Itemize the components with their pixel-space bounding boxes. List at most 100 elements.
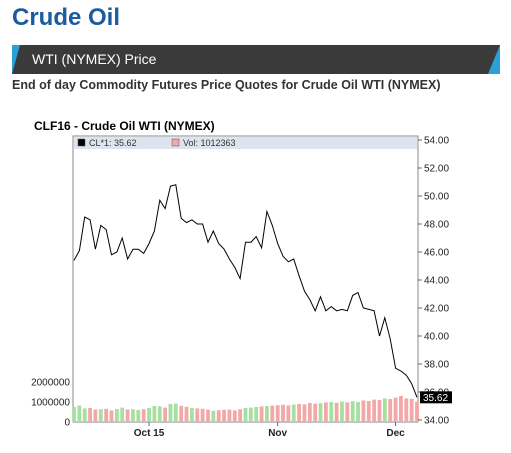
volume-bar bbox=[404, 398, 409, 422]
legend-swatch bbox=[171, 138, 180, 147]
volume-bar bbox=[98, 409, 103, 422]
volume-bar bbox=[302, 404, 307, 422]
price-tick-label: 48.00 bbox=[424, 220, 449, 231]
volume-bar bbox=[286, 405, 291, 422]
volume-bar bbox=[141, 409, 146, 422]
volume-bar bbox=[206, 409, 210, 422]
time-tick-label: Nov bbox=[268, 428, 287, 439]
time-tick-label: Oct 15 bbox=[134, 428, 165, 439]
time-axis: Oct 15 Nov Dec bbox=[134, 422, 405, 439]
volume-bar bbox=[82, 408, 87, 422]
volume-bar bbox=[361, 400, 366, 422]
volume-bar bbox=[114, 409, 119, 422]
price-tick-label: 44.00 bbox=[424, 276, 449, 287]
volume-tick-label: 1000000 bbox=[31, 398, 70, 409]
volume-axis: 2000000 1000000 0 bbox=[31, 378, 70, 429]
volume-bar bbox=[259, 406, 264, 422]
volume-bar bbox=[318, 403, 323, 422]
volume-bar bbox=[248, 407, 253, 422]
legend-label: Vol: 1012363 bbox=[183, 138, 236, 148]
volume-bar bbox=[399, 396, 403, 422]
volume-bar bbox=[136, 410, 141, 422]
volume-bar bbox=[179, 405, 184, 422]
price-tick-label: 54.00 bbox=[424, 136, 449, 147]
section-banner: WTI (NYMEX) Price bbox=[12, 45, 500, 74]
volume-bar bbox=[323, 402, 328, 422]
volume-bar bbox=[216, 410, 221, 422]
volume-bar bbox=[345, 402, 350, 422]
price-tick-label: 52.00 bbox=[424, 164, 449, 175]
volume-bar bbox=[340, 401, 344, 422]
volume-bar bbox=[409, 399, 414, 422]
volume-tick-label: 0 bbox=[64, 418, 70, 429]
price-chart: CLF16 - Crude Oil WTI (NYMEX) CL*1: 35.6… bbox=[31, 119, 452, 439]
volume-bar bbox=[200, 408, 205, 422]
volume-bar bbox=[152, 406, 157, 422]
volume-bar bbox=[356, 402, 360, 422]
volume-bar bbox=[377, 400, 382, 422]
page-subtitle: End of day Commodity Futures Price Quote… bbox=[12, 78, 441, 92]
volume-bar bbox=[265, 406, 269, 422]
volume-bar bbox=[211, 410, 216, 422]
volume-bar bbox=[382, 398, 387, 422]
price-tick-label: 34.00 bbox=[424, 416, 449, 427]
volume-bar bbox=[125, 409, 130, 422]
volume-bar bbox=[77, 405, 82, 422]
volume-bar bbox=[238, 409, 243, 422]
price-chart-container: CLF16 - Crude Oil WTI (NYMEX) CL*1: 35.6… bbox=[0, 112, 511, 448]
price-tick-label: 42.00 bbox=[424, 304, 449, 315]
volume-bar bbox=[254, 407, 259, 422]
price-tick-label: 46.00 bbox=[424, 248, 449, 259]
volume-bar bbox=[163, 407, 168, 422]
last-price-box bbox=[420, 391, 452, 404]
volume-bar bbox=[173, 403, 178, 422]
price-series bbox=[73, 184, 418, 398]
banner-accent-right bbox=[488, 45, 500, 74]
volume-bar bbox=[388, 399, 393, 422]
volume-bar bbox=[190, 408, 194, 422]
volume-bar bbox=[72, 407, 76, 422]
volume-bar bbox=[275, 405, 280, 422]
chart-legend: CL*1: 35.62 Vol: 1012363 bbox=[74, 137, 417, 149]
banner-accent-left bbox=[12, 45, 20, 74]
volume-bar bbox=[222, 409, 226, 422]
legend-background bbox=[74, 137, 417, 149]
price-tick-label: 50.00 bbox=[424, 192, 449, 203]
volume-bar bbox=[93, 409, 98, 422]
volume-bar bbox=[307, 403, 312, 422]
volume-bar bbox=[334, 402, 339, 422]
volume-bar bbox=[372, 399, 377, 422]
time-tick-label: Dec bbox=[386, 428, 405, 439]
chart-title: CLF16 - Crude Oil WTI (NYMEX) bbox=[34, 119, 215, 133]
volume-bar bbox=[329, 402, 334, 422]
volume-bar bbox=[147, 408, 151, 422]
volume-bar bbox=[120, 407, 125, 422]
volume-bar bbox=[232, 410, 237, 422]
volume-bar bbox=[415, 401, 419, 422]
volume-tick-label: 2000000 bbox=[31, 378, 70, 389]
price-line bbox=[73, 184, 418, 398]
volume-bar bbox=[393, 397, 398, 422]
legend-swatch bbox=[77, 138, 86, 147]
volume-bar bbox=[366, 401, 371, 422]
banner-label: WTI (NYMEX) Price bbox=[32, 51, 157, 67]
volume-bar bbox=[313, 403, 318, 422]
legend-label: CL*1: 35.62 bbox=[89, 138, 137, 148]
volume-bar bbox=[291, 404, 296, 422]
volume-bar bbox=[88, 408, 92, 422]
volume-bar bbox=[270, 405, 275, 422]
volume-bar bbox=[227, 409, 232, 422]
volume-bar bbox=[168, 404, 173, 422]
volume-bar bbox=[297, 404, 301, 422]
price-axis: 54.00 52.00 50.00 48.00 46.00 44.00 42.00 40.00… bbox=[418, 136, 449, 427]
plot-area-frame bbox=[72, 135, 419, 423]
volume-bar bbox=[281, 404, 285, 422]
price-tick-label: 40.00 bbox=[424, 332, 449, 343]
last-price-tag: 35.62 bbox=[420, 391, 452, 404]
volume-bar bbox=[243, 408, 248, 422]
volume-bar bbox=[109, 410, 114, 422]
volume-bars bbox=[72, 396, 419, 422]
page-title: Crude Oil bbox=[12, 4, 121, 31]
last-price-label: 35.62 bbox=[423, 393, 448, 404]
volume-bar bbox=[104, 408, 109, 422]
